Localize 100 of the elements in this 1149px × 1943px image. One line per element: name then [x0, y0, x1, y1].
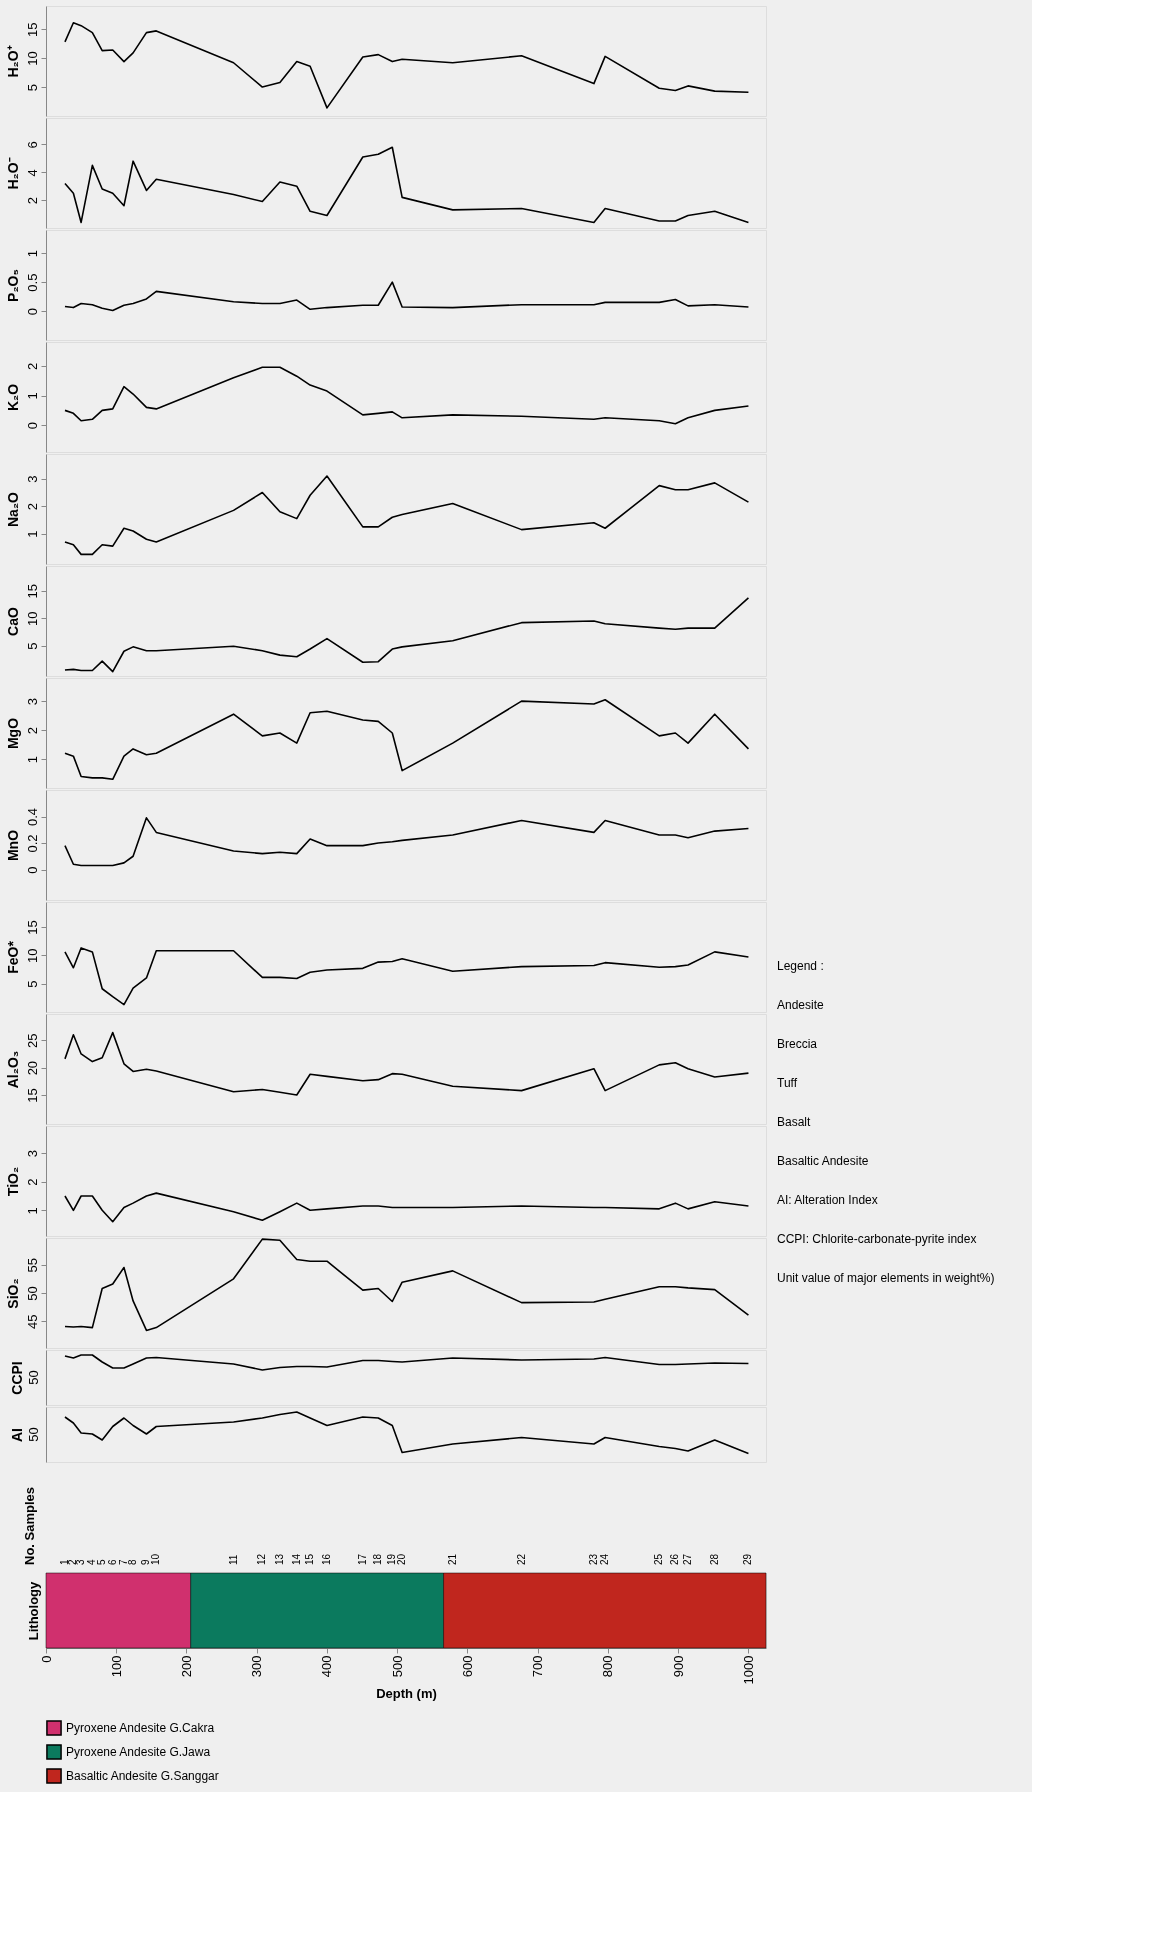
line-series — [64, 817, 750, 867]
text: 14 — [290, 1553, 302, 1565]
legend-label: Basaltic Andesite G.Sanggar — [66, 1769, 219, 1783]
line-series — [64, 475, 750, 556]
x-tick-label: 1000 — [740, 1655, 756, 1685]
text: Tuff — [777, 1076, 798, 1090]
y-tick-label: 15 — [24, 584, 40, 599]
text: 23 — [587, 1553, 599, 1565]
text: CCPI: Chlorite-carbonate-pyrite index — [777, 1232, 977, 1246]
text: 20 — [396, 1553, 408, 1565]
text: 28 — [708, 1553, 720, 1565]
text: 10 — [150, 1553, 162, 1565]
text: 13 — [273, 1553, 285, 1565]
y-axis-title: H₂O⁻ — [4, 157, 21, 190]
text: 4 — [86, 1559, 98, 1565]
y-tick-label: 3 — [24, 475, 40, 483]
text: 24 — [599, 1553, 611, 1565]
text: Unit value of major elements in weight%) — [777, 1271, 995, 1285]
y-tick-label: 1 — [24, 530, 40, 538]
y-tick-label: 4 — [24, 169, 40, 177]
x-tick-label: 500 — [389, 1655, 405, 1678]
text: 27 — [682, 1553, 694, 1565]
y-tick-label: 10 — [24, 948, 40, 964]
y-tick-label: 3 — [24, 698, 40, 706]
x-axis-title: Depth (m) — [376, 1686, 437, 1702]
y-tick-label: 2 — [24, 503, 40, 511]
y-tick-label: 1 — [24, 755, 40, 764]
y-axis-title: Lithology — [25, 1580, 41, 1641]
x-tick-label: 400 — [319, 1655, 335, 1678]
y-tick-label: 15 — [24, 1088, 40, 1103]
text: 22 — [515, 1553, 527, 1565]
y-tick-label: 10 — [24, 611, 40, 626]
y-tick-label: 0.2 — [24, 834, 40, 853]
line-series — [64, 1238, 750, 1332]
y-tick-label: 0 — [24, 866, 40, 874]
x-tick-label: 300 — [249, 1655, 265, 1678]
y-tick-label: 6 — [24, 141, 40, 149]
y-tick-label: 2 — [24, 362, 40, 370]
line-series — [64, 1031, 750, 1096]
y-tick-label: 0 — [24, 307, 40, 316]
text: 11 — [227, 1554, 239, 1565]
text: 12 — [256, 1553, 268, 1565]
line-series — [64, 21, 750, 109]
text: Basalt — [777, 1115, 812, 1129]
y-tick-label: 2 — [24, 1178, 40, 1186]
y-tick-label: 0 — [24, 422, 40, 430]
line-series — [64, 1192, 750, 1223]
y-tick-label: 15 — [24, 22, 40, 37]
line-series — [64, 698, 750, 781]
x-tick-label: 200 — [178, 1655, 194, 1678]
legend-label: Pyroxene Andesite G.Jawa — [66, 1745, 211, 1759]
legend-label: Pyroxene Andesite G.Cakra — [66, 1721, 215, 1735]
y-axis-title: MnO — [4, 829, 21, 862]
y-tick-label: 1 — [24, 392, 40, 400]
line-series — [64, 597, 750, 673]
text: 21 — [446, 1553, 458, 1565]
text: 9 — [140, 1559, 152, 1565]
text: 26 — [669, 1553, 681, 1565]
y-tick-label: 5 — [24, 980, 40, 988]
x-tick-label: 800 — [600, 1655, 616, 1678]
y-tick-label: 1 — [24, 1207, 40, 1215]
x-tick-label: 100 — [108, 1655, 124, 1678]
y-tick-label: 45 — [24, 1314, 40, 1330]
text: 8 — [127, 1559, 139, 1565]
y-axis-title: TiO₂ — [4, 1166, 21, 1197]
y-tick-label: 20 — [24, 1060, 40, 1076]
x-tick-label: 600 — [459, 1655, 475, 1678]
y-tick-label: 55 — [24, 1257, 40, 1273]
text: Breccia — [777, 1037, 818, 1051]
text: Basaltic Andesite — [777, 1154, 869, 1168]
y-tick-label: 25 — [24, 1033, 40, 1048]
y-tick-label: 0.5 — [24, 273, 40, 292]
y-axis-title: MgO — [4, 717, 21, 750]
y-tick-label: 2 — [24, 726, 40, 735]
text: 29 — [742, 1553, 754, 1565]
y-axis-title: FeO* — [4, 940, 21, 974]
text: AI: Alteration Index — [777, 1193, 878, 1207]
text: 5 — [96, 1559, 108, 1565]
y-axis-title: K₂O — [4, 383, 21, 412]
y-axis-title: CaO — [4, 607, 21, 636]
y-tick-label: 5 — [24, 642, 40, 650]
text: 15 — [304, 1553, 316, 1565]
y-axis-title: SiO₂ — [4, 1278, 21, 1309]
x-tick-label: 900 — [670, 1655, 686, 1678]
line-series — [64, 366, 750, 425]
text: 7 — [117, 1559, 129, 1565]
x-tick-label: 0 — [38, 1655, 54, 1663]
y-axis-title: Al₂O₃ — [4, 1050, 21, 1089]
text: 6 — [106, 1559, 118, 1565]
text: 18 — [372, 1553, 384, 1565]
y-axis-title: H₂O⁺ — [4, 45, 21, 78]
y-axis-title: AI — [8, 1428, 25, 1442]
y-tick-label: 5 — [24, 83, 40, 92]
y-tick-label: 3 — [24, 1150, 40, 1158]
y-axis-title: P₂O₅ — [4, 269, 21, 302]
text: 19 — [386, 1553, 398, 1565]
y-axis-title: CCPI — [8, 1361, 25, 1395]
y-tick-label: 10 — [24, 51, 40, 66]
line-series — [64, 281, 750, 312]
text: 25 — [653, 1553, 665, 1565]
